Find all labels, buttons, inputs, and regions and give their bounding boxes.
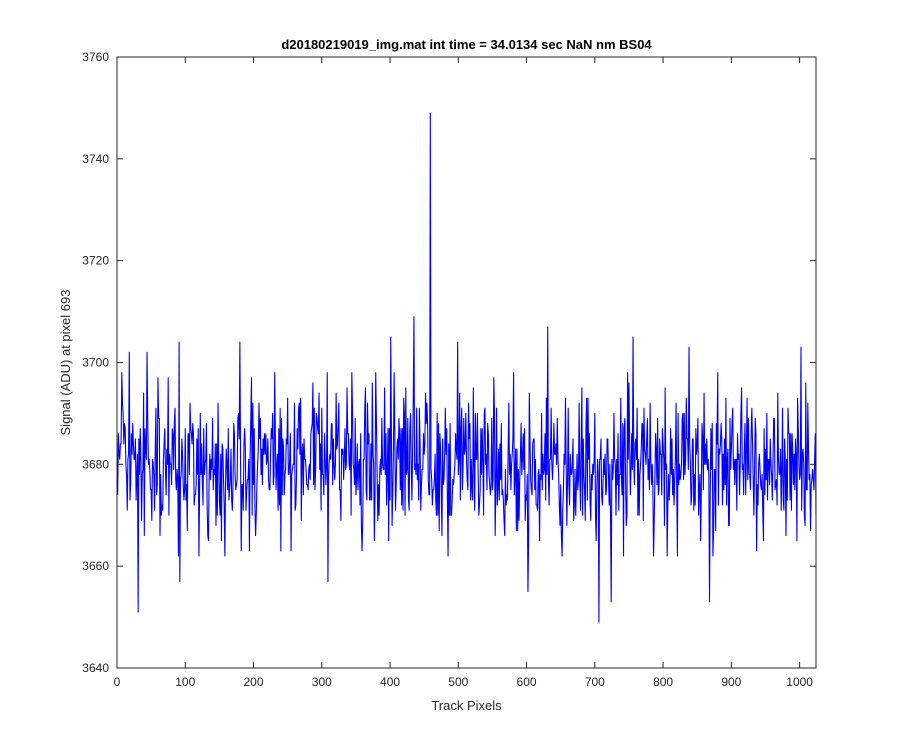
- y-axis-label: Signal (ADU) at pixel 693: [58, 290, 73, 436]
- plot-background: [117, 57, 816, 668]
- y-tick-label: 3760: [82, 50, 109, 64]
- y-tick-label: 3720: [82, 254, 109, 268]
- plot-frame: [116, 56, 817, 669]
- x-tick-label: 700: [585, 675, 605, 689]
- x-tick-label: 300: [312, 675, 332, 689]
- series-layer: [117, 112, 817, 623]
- x-tick-label: 500: [448, 675, 468, 689]
- x-tick-label: 1000: [786, 675, 813, 689]
- y-tick-label: 3640: [82, 661, 109, 675]
- x-tick-label: 100: [175, 675, 195, 689]
- x-axis-label: Track Pixels: [431, 698, 502, 713]
- y-tick-label: 3700: [82, 356, 109, 370]
- y-tick-label: 3660: [82, 559, 109, 573]
- ticks-layer: 0 100 200 300 400 500 600 700 800 900 1000 3640 3660…: [82, 50, 816, 689]
- chart-title: d20180219019_img.mat int time = 34.0134 …: [281, 37, 652, 52]
- x-tick-label: 200: [244, 675, 264, 689]
- series-line: [117, 112, 817, 623]
- y-tick-label: 3740: [82, 152, 109, 166]
- x-tick-label: 600: [517, 675, 537, 689]
- y-tick-label: 3680: [82, 457, 109, 471]
- x-tick-label: 400: [380, 675, 400, 689]
- x-tick-label: 800: [653, 675, 673, 689]
- x-tick-label: 0: [114, 675, 121, 689]
- x-tick-label: 900: [721, 675, 741, 689]
